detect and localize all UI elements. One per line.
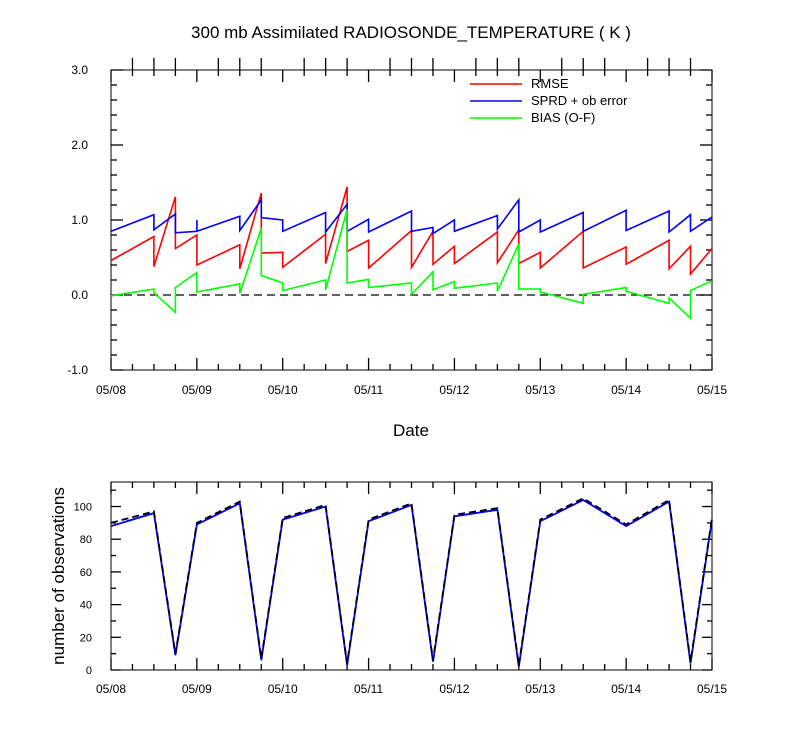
top-chart: 05/08 05/09 05/10 05/11 05/12 05/13 05/14 05/15… (67, 58, 727, 440)
y-tick-label: 1.0 (71, 213, 88, 227)
x-tick-label: 05/15 (697, 383, 727, 397)
y-tick-label: 20 (80, 632, 92, 644)
chart-title: 300 mb Assimilated RADIOSONDE_TEMPERATUR… (191, 23, 631, 42)
y-tick-label: 80 (80, 534, 92, 546)
legend: RMSE SPRD + ob error BIAS (O-F) (470, 76, 628, 125)
x-tick-label: 05/09 (182, 383, 212, 397)
y-tick-label: -1.0 (67, 363, 88, 377)
x-tick-label: 05/10 (268, 682, 298, 696)
bottom-chart-series (110, 497, 713, 667)
top-chart-ticks: 05/08 05/09 05/10 05/11 05/12 05/13 05/14 05/15… (67, 58, 727, 397)
bottom-chart-ylabel: number of observations (49, 487, 68, 665)
legend-label-rmse: RMSE (531, 76, 569, 91)
x-tick-label: 05/08 (96, 682, 126, 696)
bottom-chart-ticks: 05/08 05/09 05/10 05/11 05/12 05/13 05/14 05/15… (74, 482, 727, 696)
x-tick-label: 05/11 (354, 682, 383, 696)
x-tick-label: 05/12 (439, 383, 469, 397)
y-tick-label: 3.0 (71, 63, 88, 77)
x-tick-label: 05/14 (611, 682, 641, 696)
series-line-rmse (110, 186, 713, 277)
y-tick-label: 40 (80, 600, 92, 612)
y-tick-label: 0 (86, 665, 92, 677)
y-tick-label: 60 (80, 567, 92, 579)
x-tick-label: 05/13 (525, 383, 555, 397)
series-line-bias-o-f (110, 209, 713, 321)
y-tick-label: 2.0 (71, 138, 88, 152)
x-tick-label: 05/11 (354, 383, 383, 397)
top-chart-series (110, 186, 713, 321)
obs-count-line-solid (110, 498, 713, 667)
x-tick-label: 05/12 (439, 682, 469, 696)
y-tick-label: 100 (74, 502, 92, 514)
legend-label-sprd: SPRD + ob error (531, 93, 628, 108)
legend-label-bias: BIAS (O-F) (531, 110, 595, 125)
obs-count-line-dashed (110, 497, 713, 666)
top-chart-xlabel: Date (393, 421, 429, 440)
x-tick-label: 05/08 (96, 383, 126, 397)
x-tick-label: 05/14 (611, 383, 641, 397)
x-tick-label: 05/10 (268, 383, 298, 397)
y-tick-label: 0.0 (71, 288, 88, 302)
bottom-chart: 05/08 05/09 05/10 05/11 05/12 05/13 05/14 05/15… (49, 481, 727, 696)
series-line-sprd-ob-error (110, 197, 713, 235)
x-tick-label: 05/09 (182, 682, 212, 696)
x-tick-label: 05/13 (525, 682, 555, 696)
x-tick-label: 05/15 (697, 682, 727, 696)
